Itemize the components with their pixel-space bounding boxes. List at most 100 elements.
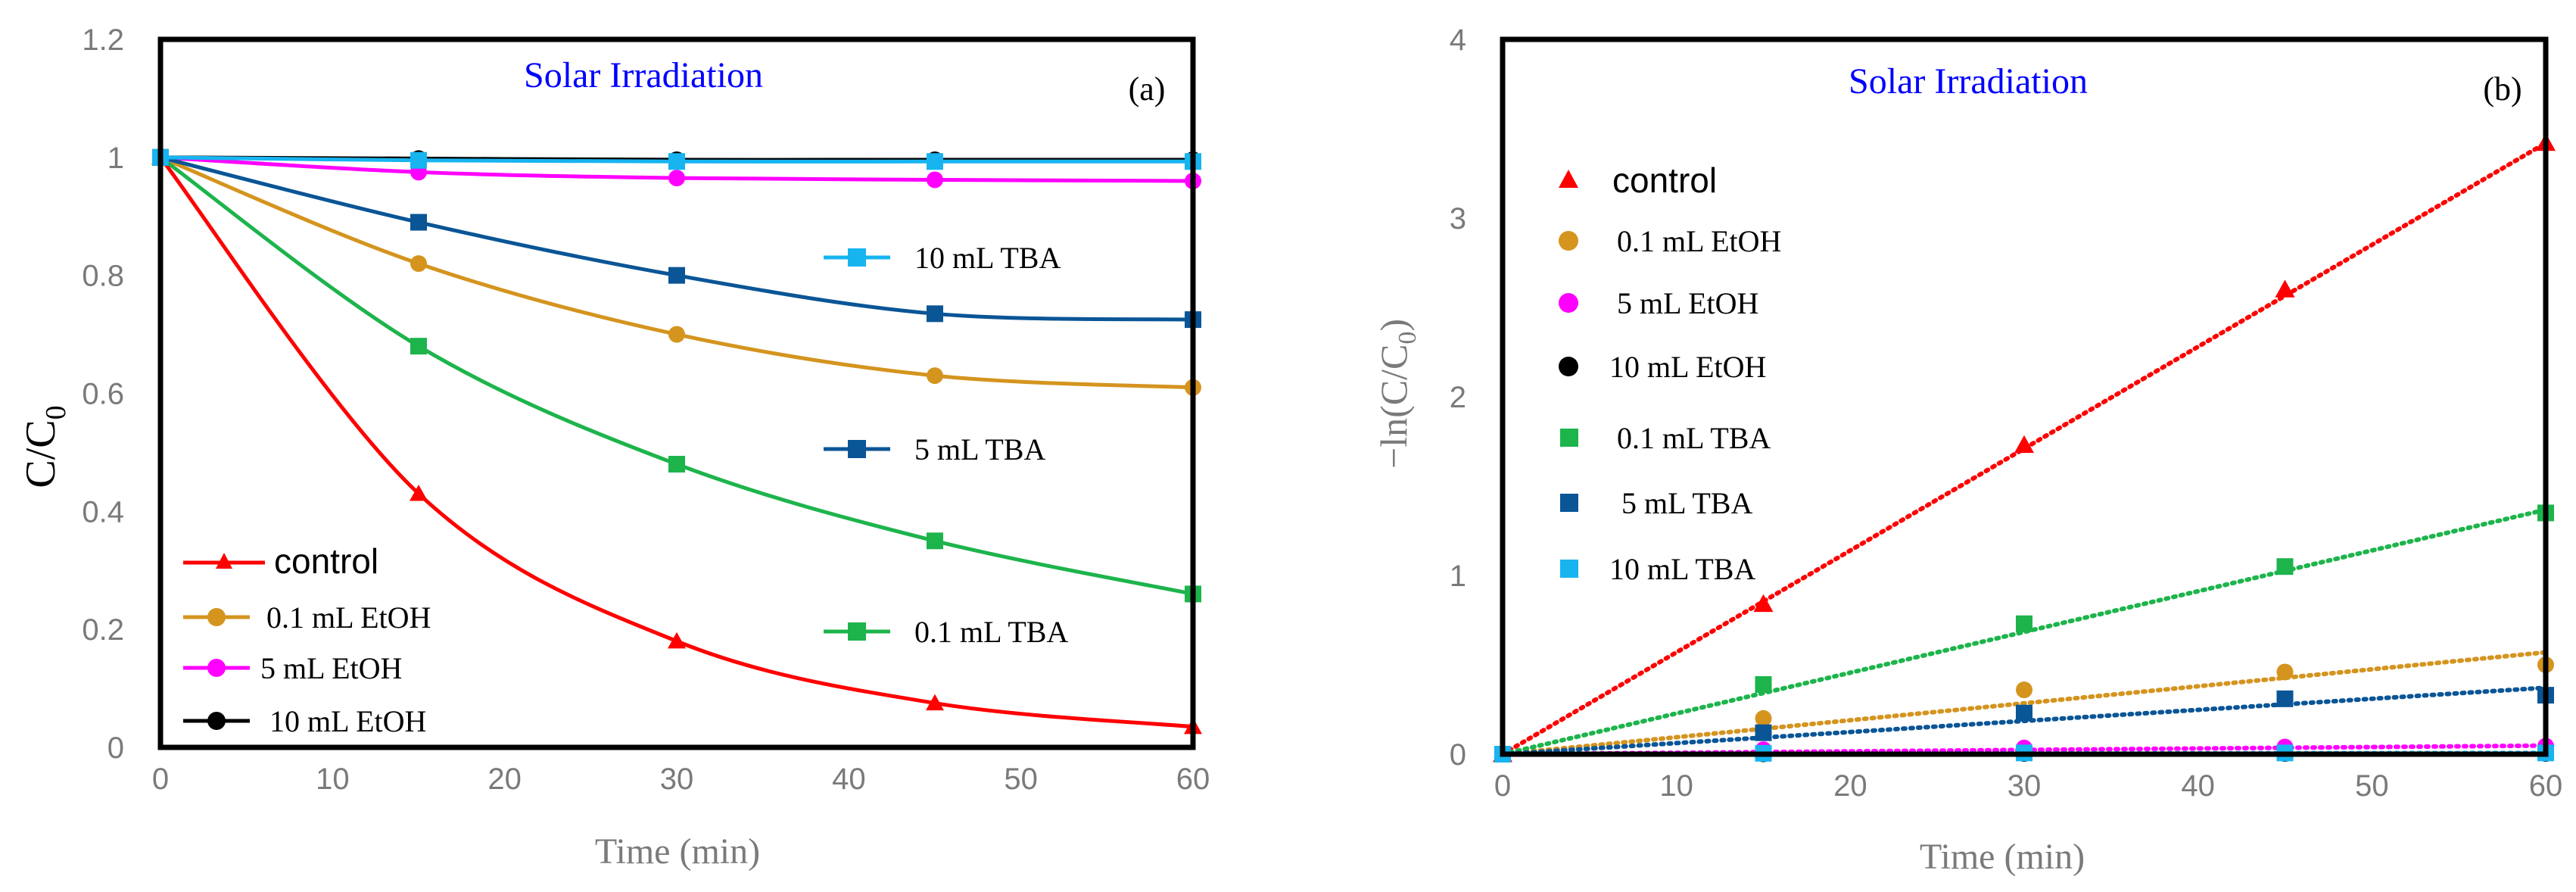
data-point-tba-10-a bbox=[668, 153, 685, 170]
data-point-tba-10-a bbox=[410, 151, 427, 169]
y-axis-title-sub-b: 0 bbox=[1394, 332, 1422, 345]
y-axis-title-end-b: ) bbox=[1372, 319, 1415, 332]
legend-label-tba-0-1-a: 0.1 mL TBA bbox=[914, 615, 1068, 649]
legend-a: control 0.1 mL EtOH 5 mL EtOH 10 mL EtOH bbox=[183, 241, 1068, 738]
panel-label-a: (a) bbox=[1129, 70, 1166, 108]
data-point-control-a bbox=[926, 694, 944, 711]
data-point-tba-0-1-a bbox=[668, 456, 685, 473]
legend-label-etoh-0-1-b: 0.1 mL EtOH bbox=[1617, 224, 1781, 258]
legend-label-etoh-10-a: 10 mL EtOH bbox=[269, 704, 426, 738]
data-point-tba-0-1-b bbox=[2276, 558, 2294, 575]
legend-marker-etoh-5-b bbox=[1559, 293, 1578, 313]
data-point-control-b bbox=[2014, 435, 2034, 454]
chart-title-b: Solar Irradiation bbox=[1849, 61, 2088, 101]
legend-item-tba-0-1-b: 0.1 mL TBA bbox=[1560, 421, 1771, 455]
data-point-etoh-5-a bbox=[668, 170, 685, 187]
legend-label-etoh-5-b: 5 mL EtOH bbox=[1617, 286, 1758, 320]
data-point-tba-5-b bbox=[2016, 704, 2032, 722]
legend-marker-tba-0-1-a bbox=[848, 622, 866, 641]
y-tick-label-a: 0.6 bbox=[82, 378, 124, 411]
legend-b: control 0.1 mL EtOH 5 mL EtOH 10 mL EtOH… bbox=[1559, 161, 1781, 586]
legend-label-tba-5-b: 5 mL TBA bbox=[1621, 486, 1752, 520]
data-point-etoh-5-a bbox=[927, 171, 943, 189]
x-tick-labels-a: 0 10 20 30 40 50 60 bbox=[152, 763, 1210, 796]
x-tick-label-a: 10 bbox=[316, 763, 350, 796]
x-tick-label-a: 0 bbox=[152, 763, 169, 796]
legend-label-etoh-5-a: 5 mL EtOH bbox=[260, 651, 402, 685]
legend-item-tba-10-a: 10 mL TBA bbox=[824, 241, 1061, 275]
chart-title-a: Solar Irradiation bbox=[524, 55, 763, 95]
x-tick-label-b: 0 bbox=[1494, 769, 1511, 803]
y-tick-label-a: 1.2 bbox=[82, 23, 124, 57]
legend-marker-etoh-10-a bbox=[207, 712, 226, 730]
y-tick-label-b: 3 bbox=[1450, 202, 1466, 235]
chart-panel-a: 0 0.2 0.4 0.6 0.8 1 1.2 0 10 20 30 40 50 60 Solar Ir… bbox=[17, 23, 1210, 872]
trend-line-etoh-0-1-b bbox=[1500, 650, 2548, 756]
plot-area-b bbox=[1503, 39, 2546, 754]
x-tick-label-a: 20 bbox=[487, 763, 522, 796]
y-axis-title-main-a: C/C bbox=[17, 419, 64, 488]
legend-marker-etoh-0-1-a bbox=[207, 608, 226, 626]
x-axis-title-b: Time (min) bbox=[1920, 837, 2085, 877]
legend-label-tba-5-a: 5 mL TBA bbox=[914, 432, 1045, 466]
legend-item-tba-5-b: 5 mL TBA bbox=[1560, 486, 1752, 520]
x-tick-label-b: 40 bbox=[2181, 769, 2215, 803]
legend-marker-etoh-0-1-b bbox=[1559, 231, 1578, 251]
x-tick-label-b: 50 bbox=[2355, 769, 2389, 803]
y-axis-title-b: −ln(C/C0) bbox=[1372, 319, 1422, 469]
legend-item-etoh-5-a: 5 mL EtOH bbox=[183, 651, 402, 685]
data-point-tba-5-b bbox=[1755, 724, 1772, 741]
legend-label-tba-10-b: 10 mL TBA bbox=[1609, 552, 1755, 586]
data-point-control-a bbox=[410, 484, 428, 501]
y-tick-label-a: 0.2 bbox=[82, 613, 124, 647]
data-point-etoh-0-1-b bbox=[2276, 663, 2294, 681]
legend-marker-tba-5-b bbox=[1560, 494, 1578, 512]
y-tick-label-a: 0.8 bbox=[82, 260, 124, 293]
y-tick-label-b: 0 bbox=[1450, 738, 1466, 772]
legend-label-control-a: control bbox=[274, 541, 378, 581]
legend-label-etoh-10-b: 10 mL EtOH bbox=[1609, 350, 1766, 384]
data-point-tba-0-1-b bbox=[2016, 615, 2032, 632]
legend-label-tba-0-1-b: 0.1 mL TBA bbox=[1617, 421, 1771, 455]
plot-frame-a bbox=[157, 36, 1196, 750]
data-point-tba-5-a bbox=[668, 267, 685, 284]
legend-marker-tba-10-a bbox=[848, 248, 866, 267]
svg-text:C/C0: C/C0 bbox=[17, 405, 72, 488]
y-tick-labels-b: 0 1 2 3 4 bbox=[1450, 23, 1466, 772]
legend-marker-control-b bbox=[1559, 170, 1578, 188]
y-tick-label-b: 2 bbox=[1450, 381, 1466, 414]
data-point-tba-0-1-a bbox=[410, 338, 427, 355]
y-tick-labels-a: 0 0.2 0.4 0.6 0.8 1 1.2 bbox=[82, 23, 124, 765]
legend-label-control-b: control bbox=[1612, 161, 1717, 200]
legend-marker-etoh-10-b bbox=[1559, 357, 1578, 376]
y-tick-label-b: 4 bbox=[1450, 23, 1466, 57]
legend-item-tba-0-1-a: 0.1 mL TBA bbox=[824, 615, 1068, 649]
x-tick-label-b: 30 bbox=[2008, 769, 2042, 803]
legend-item-etoh-0-1-a: 0.1 mL EtOH bbox=[183, 600, 431, 635]
x-tick-label-b: 60 bbox=[2529, 769, 2563, 803]
x-tick-label-b: 20 bbox=[1833, 769, 1867, 803]
legend-marker-control-a bbox=[216, 553, 232, 569]
legend-marker-etoh-5-a bbox=[207, 659, 226, 677]
data-point-etoh-0-1-b bbox=[2016, 681, 2032, 699]
legend-marker-tba-10-b bbox=[1560, 560, 1578, 578]
chart-panel-b: 0 1 2 3 4 0 10 20 30 40 50 60 Solar Irradiation (b… bbox=[1372, 23, 2562, 877]
legend-label-etoh-0-1-a: 0.1 mL EtOH bbox=[266, 600, 431, 635]
x-tick-label-b: 10 bbox=[1659, 769, 1693, 803]
svg-text:−ln(C/C0): −ln(C/C0) bbox=[1372, 319, 1422, 469]
series-line-control-a bbox=[159, 156, 1194, 729]
y-axis-title-sub-a: 0 bbox=[40, 405, 72, 419]
y-tick-label-a: 1 bbox=[107, 142, 124, 175]
y-axis-title-a: C/C0 bbox=[17, 405, 72, 488]
y-axis-title-main-b: −ln(C/C bbox=[1372, 345, 1415, 469]
plot-frame-b bbox=[1500, 36, 2549, 757]
legend-item-etoh-0-1-b: 0.1 mL EtOH bbox=[1559, 224, 1781, 258]
data-point-etoh-0-1-a bbox=[668, 326, 685, 343]
legend-item-tba-5-a: 5 mL TBA bbox=[824, 432, 1045, 466]
x-tick-labels-b: 0 10 20 30 40 50 60 bbox=[1494, 769, 2562, 803]
legend-marker-tba-0-1-b bbox=[1560, 429, 1578, 447]
data-point-control-b bbox=[2275, 279, 2295, 298]
x-tick-label-a: 60 bbox=[1176, 763, 1210, 796]
panel-label-b: (b) bbox=[2483, 70, 2521, 108]
